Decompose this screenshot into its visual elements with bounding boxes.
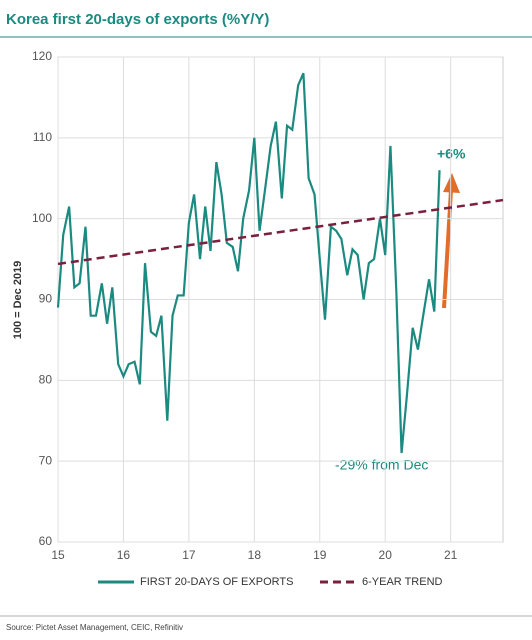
legend-label: FIRST 20-DAYS OF EXPORTS bbox=[140, 576, 293, 588]
chart-title: Korea first 20-days of exports (%Y/Y) bbox=[6, 11, 269, 28]
y-tick-label: 80 bbox=[39, 373, 53, 387]
series-line bbox=[57, 198, 504, 266]
y-tick-label: 120 bbox=[32, 49, 52, 63]
y-axis-label: 100 = Dec 2019 bbox=[12, 261, 24, 340]
y-tick-label: 70 bbox=[39, 453, 53, 467]
x-tick-label: 19 bbox=[313, 548, 327, 562]
y-tick-label: 90 bbox=[39, 292, 53, 306]
annotation: -29% from Dec bbox=[335, 457, 428, 473]
arrow-head bbox=[443, 173, 460, 193]
x-tick-label: 15 bbox=[51, 548, 65, 562]
annotation: +6% bbox=[437, 146, 466, 162]
y-tick-label: 100 bbox=[32, 211, 52, 225]
y-tick-label: 110 bbox=[33, 130, 52, 144]
legend-label: 6-YEAR TREND bbox=[362, 576, 443, 588]
series-line bbox=[56, 72, 441, 454]
source: Source: Pictet Asset Management, CEIC, R… bbox=[6, 623, 183, 632]
x-tick-label: 16 bbox=[117, 548, 131, 562]
arrow-shaft bbox=[442, 189, 453, 309]
y-tick-label: 60 bbox=[39, 534, 53, 548]
x-tick-label: 21 bbox=[444, 548, 458, 562]
x-tick-label: 17 bbox=[182, 548, 196, 562]
x-tick-label: 18 bbox=[248, 548, 262, 562]
x-tick-label: 20 bbox=[379, 548, 393, 562]
